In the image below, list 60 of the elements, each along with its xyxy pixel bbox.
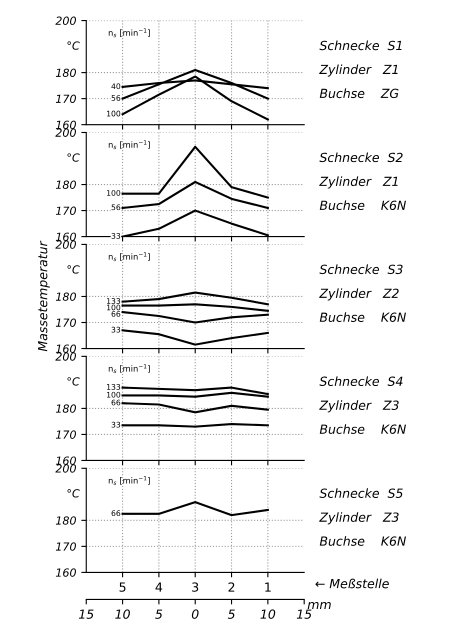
- text: °C: [67, 153, 80, 162]
- y-tick-label: 160: [56, 456, 76, 465]
- y-tick-label: 170: [56, 318, 76, 327]
- x-tick-label: 4: [156, 582, 162, 592]
- x2-tick-label: 15: [78, 610, 94, 619]
- text: Schnecke S5: [320, 488, 403, 498]
- text: °C: [67, 377, 80, 386]
- y-tick-label: 200: [55, 240, 76, 249]
- text: Buchse K6N: [320, 424, 406, 434]
- annotation: n$_{s}$ [min$^{−1}$]: [108, 140, 150, 150]
- y-tick-label: 180: [56, 404, 76, 413]
- y-tick-label: 200: [55, 352, 76, 361]
- x2-tick-label: 0: [192, 609, 199, 619]
- text: Zylinder Z1: [319, 176, 398, 189]
- y-tick-label: 200: [55, 16, 76, 25]
- y-tick-label: 180: [56, 516, 76, 525]
- text: °C: [67, 41, 80, 50]
- y-axis-title: Massetemperatur: [38, 240, 50, 352]
- y-tick-label: 170: [56, 542, 76, 551]
- text: Buchse K6N: [320, 536, 406, 546]
- y-tick-label: 160: [56, 568, 76, 577]
- y-tick-label: 170: [56, 206, 76, 215]
- text: °C: [67, 265, 80, 274]
- text: Schnecke S3: [320, 264, 403, 274]
- y-tick-label: 160: [56, 232, 76, 241]
- x2-tick-label: 10: [115, 609, 130, 619]
- x-axis-title: ← Meßstelle: [315, 578, 389, 588]
- annotation: n$_{s}$ [min$^{−1}$]: [108, 476, 150, 485]
- text: Buchse K6N: [320, 312, 406, 322]
- y-tick-label: 200: [55, 464, 76, 473]
- y-tick-label: 170: [56, 94, 76, 104]
- y-tick-label: 200: [55, 128, 76, 137]
- annotation: n$_{s}$ [min$^{−1}$]: [108, 28, 150, 38]
- text: Buchse ZG: [320, 88, 398, 98]
- x2-tick-label: 10: [260, 609, 276, 619]
- text: Schnecke S2: [320, 152, 403, 162]
- text: Zylinder Z3: [319, 400, 399, 412]
- y-tick-label: 180: [56, 180, 76, 189]
- text: °C: [67, 489, 80, 498]
- x2-axis-title: mm: [308, 602, 331, 609]
- text: Schnecke S4: [320, 376, 403, 386]
- x-tick-label: 5: [120, 582, 126, 592]
- x2-tick-label: 5: [155, 610, 162, 619]
- y-tick-label: 170: [56, 430, 76, 439]
- x-tick-label: 3: [192, 582, 198, 592]
- text: Schnecke S1: [320, 40, 402, 50]
- x2-tick-label: 5: [228, 610, 235, 619]
- text: Buchse K6N: [320, 200, 406, 210]
- y-tick-label: 160: [56, 344, 76, 353]
- y-tick-label: 180: [56, 68, 76, 77]
- x-tick-label: 2: [228, 582, 234, 592]
- y-tick-label: 160: [56, 120, 76, 130]
- text: Zylinder Z3: [319, 512, 399, 524]
- text: Zylinder Z1: [319, 64, 398, 77]
- x2-tick-label: 15: [296, 610, 312, 619]
- annotation: n$_{s}$ [min$^{−1}$]: [108, 252, 150, 262]
- annotation: n$_{s}$ [min$^{−1}$]: [108, 364, 150, 374]
- text: Zylinder Z2: [319, 288, 399, 300]
- y-tick-label: 180: [56, 292, 76, 301]
- x-tick-label: 1: [265, 582, 271, 592]
